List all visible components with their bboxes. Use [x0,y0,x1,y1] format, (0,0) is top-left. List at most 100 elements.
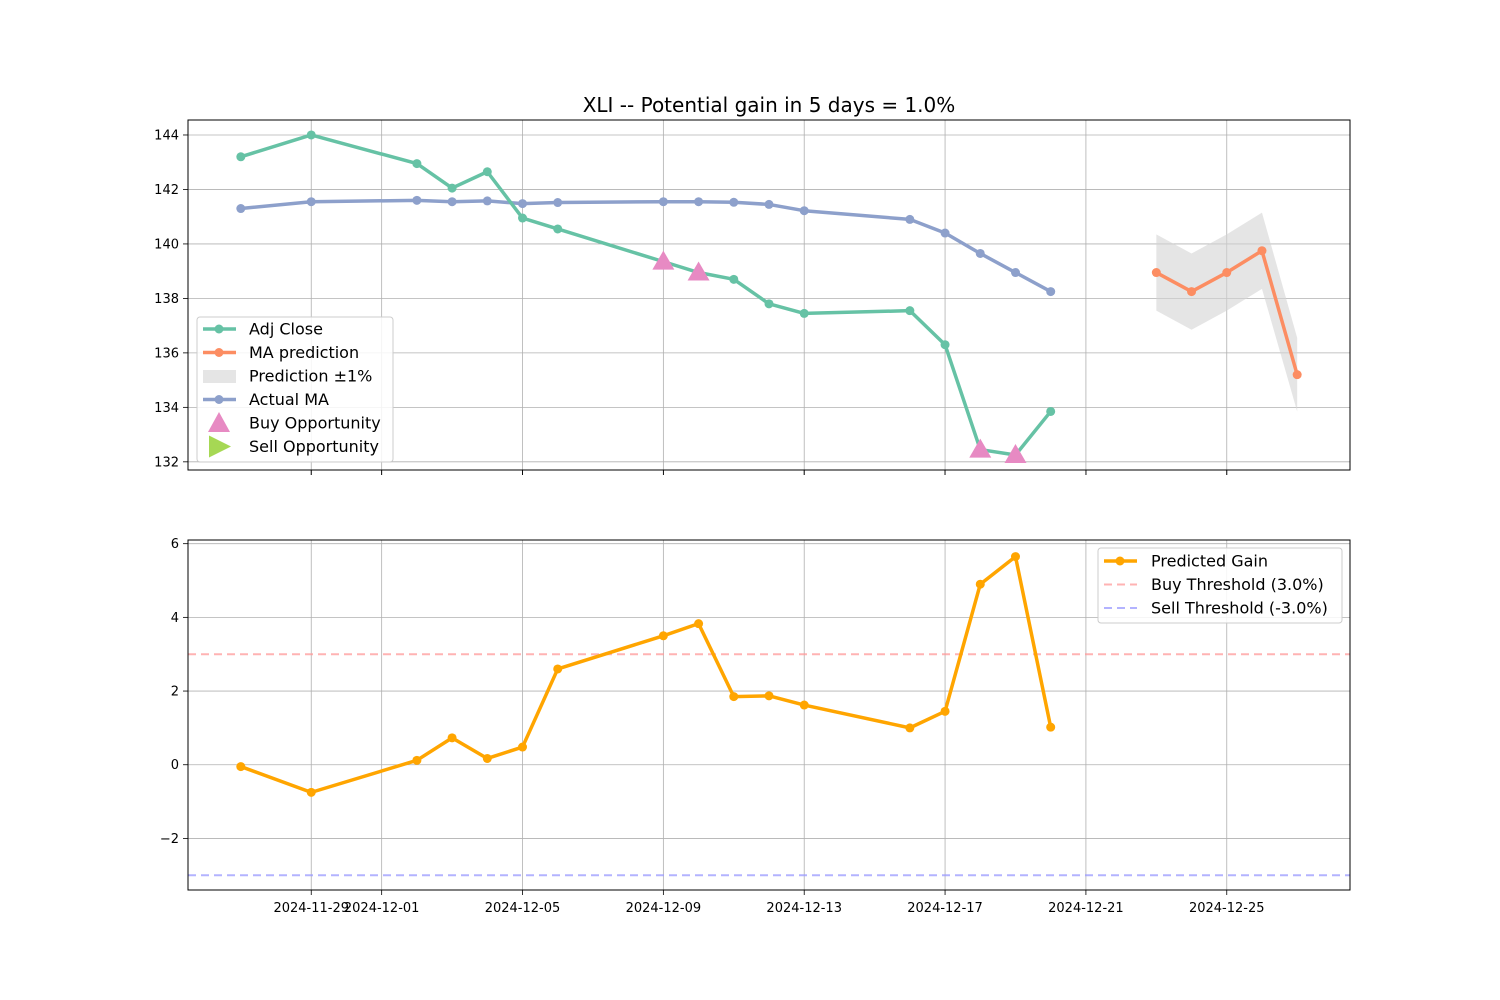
legend-label: Prediction ±1% [249,367,372,386]
adj-close-point [306,130,316,140]
legend-label: MA prediction [249,343,359,362]
bottom-axes-frame [187,539,1351,891]
buy-opportunity-marker [969,438,992,458]
adj-close-point [553,224,563,234]
predicted-gain-point [553,664,563,674]
predicted-gain-point [658,631,668,641]
ma-prediction-point [1257,246,1267,256]
bottom-ytick-label: −2 [160,832,179,847]
predicted-gain-point [1010,552,1020,562]
actual-ma-point [940,228,950,238]
adj-close-point [799,308,809,318]
predicted-gain-point [799,700,809,710]
top-ytick-label: 136 [154,346,179,361]
xtick-label: 2024-12-05 [485,901,561,916]
legend-handle-point [214,324,224,334]
adj-close-point [1046,406,1056,416]
xtick-label: 2024-12-25 [1189,901,1265,916]
ma-prediction-point [1151,268,1161,278]
adj-close-point [729,274,739,284]
predicted-gain-point [729,692,739,702]
legend-handle-sell [209,435,231,458]
prediction-band [1156,212,1298,412]
legend-label: Adj Close [249,320,323,339]
bottom-ytick-label: 2 [171,685,179,700]
legend-label: Sell Opportunity [249,437,379,456]
actual-ma-point [553,198,563,208]
ma-prediction-point [1222,268,1232,278]
xtick-label: 2024-11-29 [273,901,349,916]
bottom-ytick-label: 4 [171,611,179,626]
xtick-label: 2024-12-13 [766,901,842,916]
legend-label: Predicted Gain [1151,552,1268,571]
legend-label: Buy Threshold (3.0%) [1151,575,1324,594]
buy-opportunity-marker [652,250,675,270]
actual-ma-point [236,204,246,214]
actual-ma-point [658,197,668,207]
actual-ma-point [975,248,985,258]
ma-prediction-point [1292,370,1302,380]
top-axes-frame [187,119,1351,471]
top-legend-box [196,316,394,463]
xtick-label: 2024-12-09 [626,901,702,916]
predicted-gain-point [940,706,950,716]
predicted-gain-point [306,787,316,797]
chart-title: XLI -- Potential gain in 5 days = 1.0% [583,93,956,117]
predicted-gain-point [412,755,422,765]
predicted-gain-point [447,733,457,743]
adj-close-point [236,152,246,162]
top-ytick-label: 144 [154,128,179,143]
legend-handle-point [1115,556,1125,566]
adj-close-point [764,299,774,309]
adj-close-point [940,340,950,350]
ma-prediction-point [1187,287,1197,297]
legend-handle-buy [208,412,230,432]
predicted-gain-point [518,742,528,752]
xtick-label: 2024-12-21 [1048,901,1124,916]
actual-ma-point [518,199,528,209]
top-ytick-label: 132 [154,455,179,470]
adj-close-point [412,159,422,169]
actual-ma-point [729,197,739,207]
buy-opportunity-marker [687,261,710,281]
actual-ma-point [412,195,422,205]
predicted-gain-point [236,762,246,772]
legend-label: Sell Threshold (-3.0%) [1151,599,1328,618]
bottom-ytick-label: 0 [171,758,179,773]
top-ytick-label: 140 [154,237,179,252]
adj-close-point [905,306,915,316]
top-ytick-label: 134 [154,401,179,416]
predicted-gain-point [694,619,704,629]
actual-ma-point [447,197,457,207]
predicted-gain-point [482,753,492,763]
predicted-gain-point [905,723,915,733]
bottom-legend-box [1097,547,1343,624]
top-ytick-label: 138 [154,292,179,307]
actual-ma-point [905,214,915,224]
actual-ma-point [764,199,774,209]
top-ytick-label: 142 [154,183,179,198]
legend-label: Actual MA [249,390,329,409]
legend-handle-point [214,395,224,404]
xtick-label: 2024-12-01 [344,901,420,916]
predicted-gain-point [1046,722,1056,732]
buy-opportunity-marker [1004,444,1027,464]
predicted-gain-point [764,691,774,701]
xtick-label: 2024-12-17 [907,901,983,916]
top-panel: 132 134 136 138 140 142 144 Adj Close MA predict… [154,119,1351,475]
actual-ma-point [1010,268,1020,278]
adj-close-point [482,167,492,177]
legend-handle-band [203,370,236,383]
predicted-gain-point [975,579,985,589]
bottom-ytick-label: 6 [171,537,179,552]
legend-handle-point [214,348,224,357]
adj-close-point [518,213,528,223]
adj-close-point [447,183,457,193]
actual-ma-point [1046,287,1056,297]
actual-ma-point [482,196,492,206]
actual-ma-point [799,206,809,216]
actual-ma-point [694,197,704,207]
